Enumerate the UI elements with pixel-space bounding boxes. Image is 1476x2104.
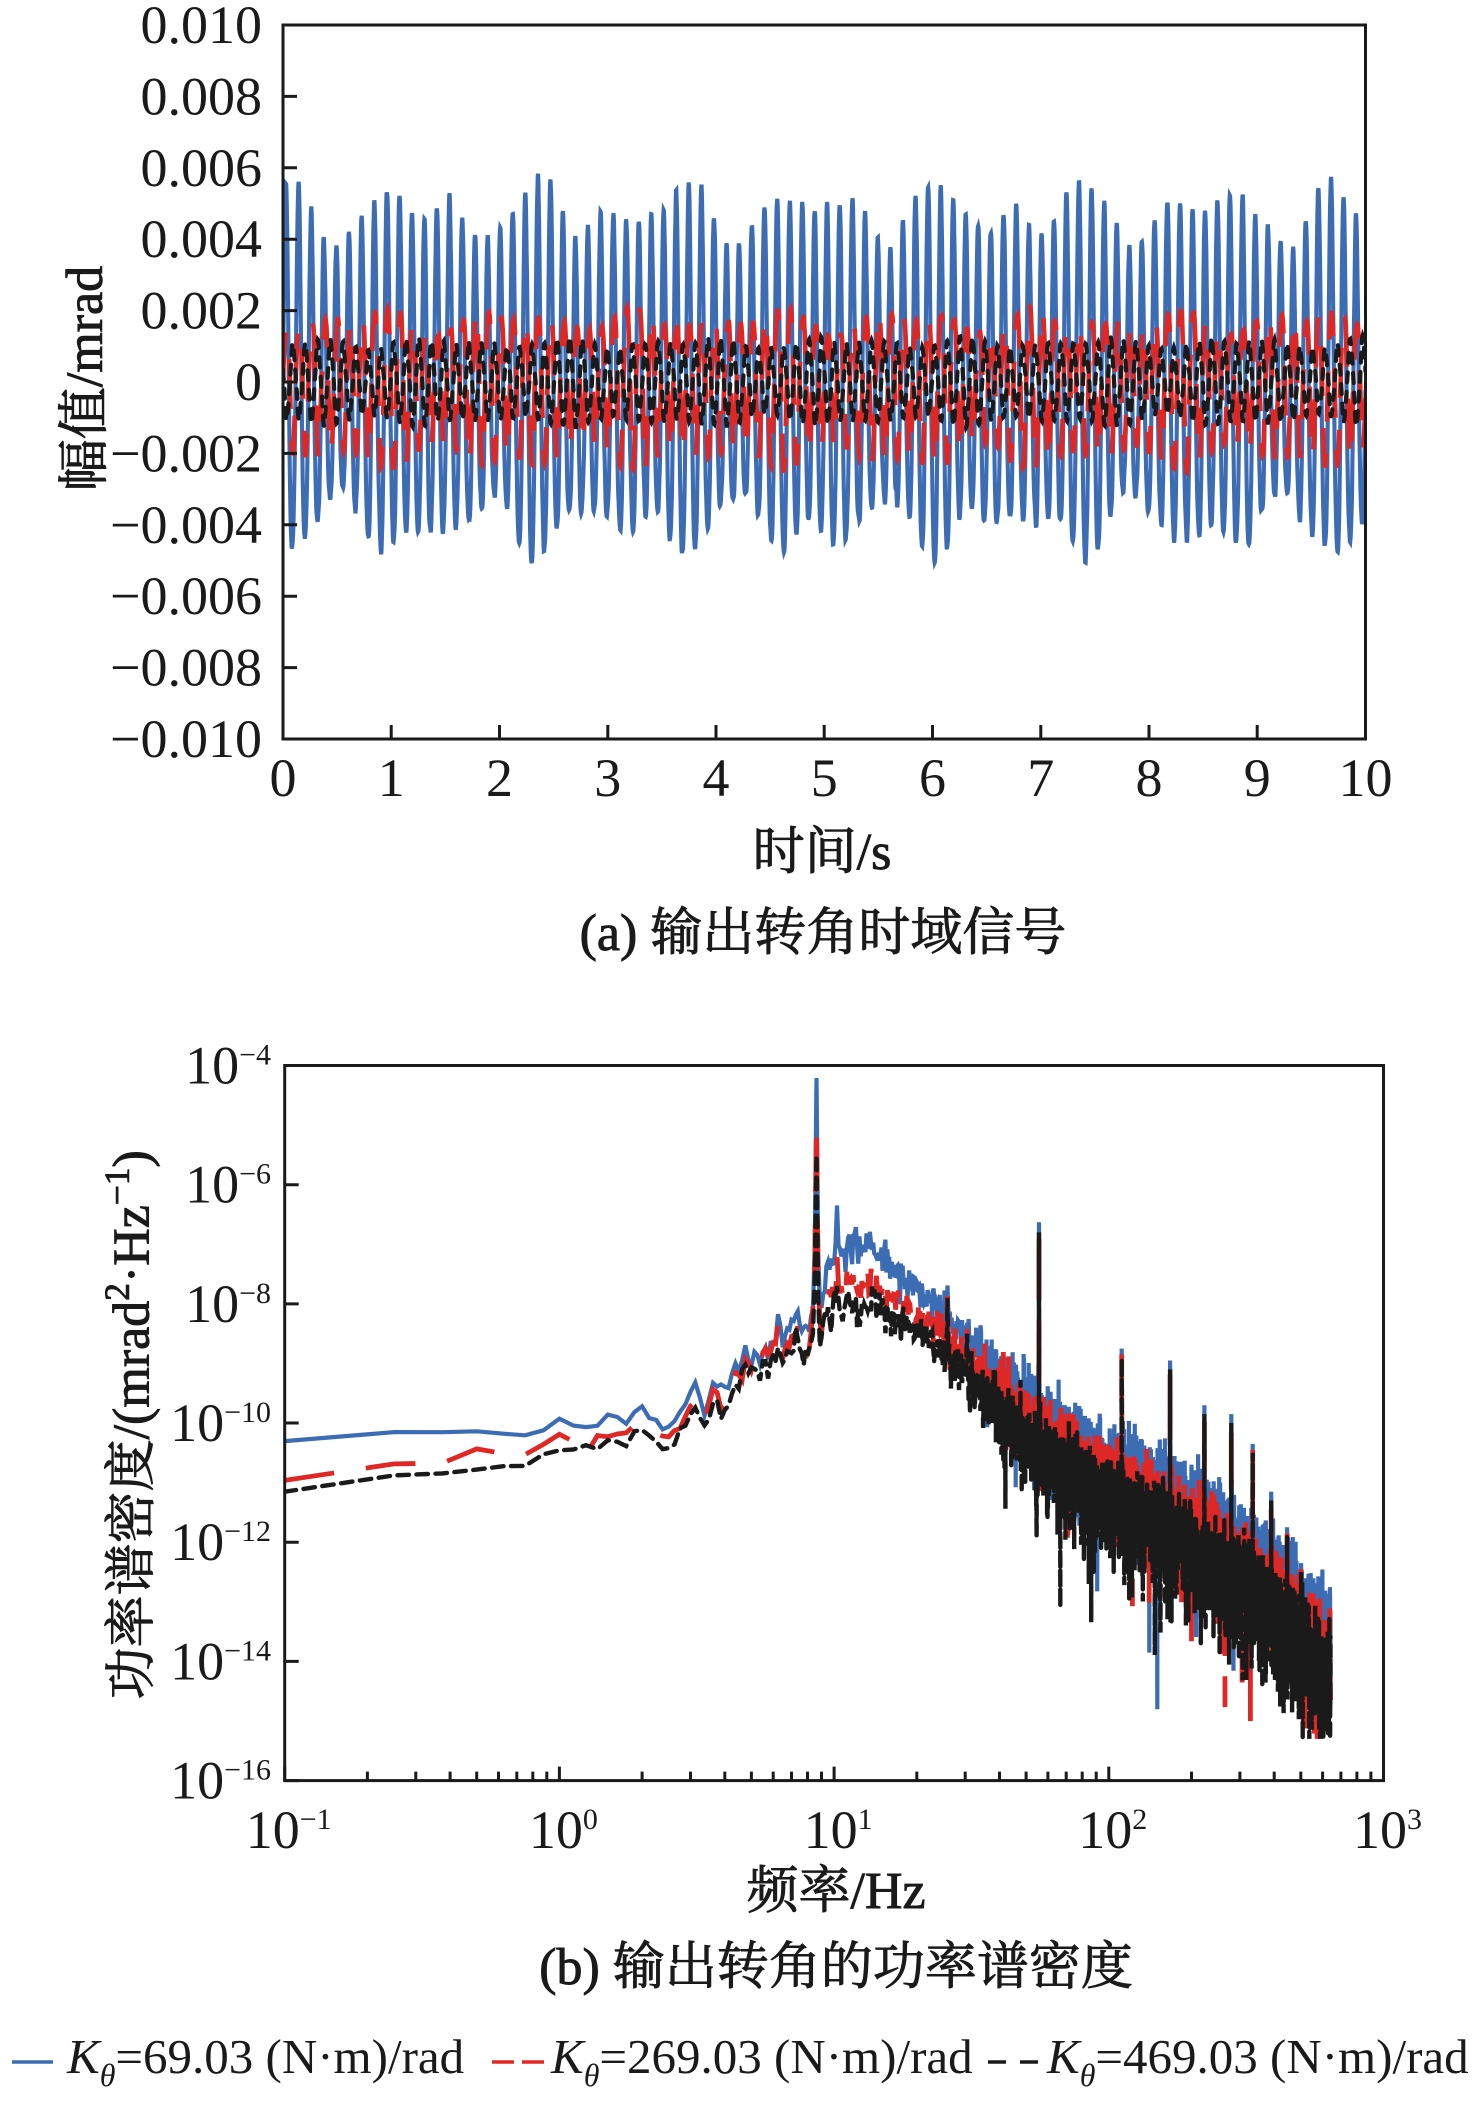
svg-text:0.002: 0.002 xyxy=(141,281,263,341)
svg-text:2: 2 xyxy=(486,748,513,808)
svg-text:0.008: 0.008 xyxy=(141,66,263,126)
svg-text:10−8: 10−8 xyxy=(185,1274,271,1334)
svg-text:0.006: 0.006 xyxy=(141,138,263,198)
svg-text:1: 1 xyxy=(378,748,405,808)
svg-text:9: 9 xyxy=(1244,748,1271,808)
svg-text:100: 100 xyxy=(529,1800,598,1860)
svg-text:6: 6 xyxy=(919,748,946,808)
svg-text:0.010: 0.010 xyxy=(141,0,263,55)
svg-text:102: 102 xyxy=(1078,1800,1147,1860)
svg-text:−0.006: −0.006 xyxy=(110,566,262,626)
svg-text:−0.002: −0.002 xyxy=(110,423,262,483)
svg-text:−0.008: −0.008 xyxy=(110,638,262,698)
svg-text:10−12: 10−12 xyxy=(170,1512,271,1572)
svg-text:−0.010: −0.010 xyxy=(110,709,262,769)
svg-text:Kθ=69.03 (N·m)/rad: Kθ=69.03 (N·m)/rad xyxy=(66,2029,464,2093)
svg-text:7: 7 xyxy=(1027,748,1054,808)
svg-text:103: 103 xyxy=(1353,1800,1422,1860)
svg-text:5: 5 xyxy=(811,748,838,808)
svg-text:4: 4 xyxy=(703,748,730,808)
svg-text:0.004: 0.004 xyxy=(141,209,263,269)
svg-text:−0.004: −0.004 xyxy=(110,495,262,555)
svg-text:0: 0 xyxy=(235,352,262,412)
svg-text:Kθ=269.03 (N·m)/rad: Kθ=269.03 (N·m)/rad xyxy=(550,2029,973,2093)
svg-text:Kθ=469.03 (N·m)/rad: Kθ=469.03 (N·m)/rad xyxy=(1046,2029,1469,2093)
svg-text:10: 10 xyxy=(1339,748,1393,808)
svg-text:10−4: 10−4 xyxy=(185,1036,271,1096)
svg-text:101: 101 xyxy=(804,1800,873,1860)
svg-text:10−6: 10−6 xyxy=(185,1155,271,1215)
svg-text:0: 0 xyxy=(270,748,297,808)
svg-text:10−1: 10−1 xyxy=(246,1800,332,1860)
svg-text:10−10: 10−10 xyxy=(170,1393,271,1453)
svg-text:10−14: 10−14 xyxy=(170,1631,271,1691)
svg-text:8: 8 xyxy=(1136,748,1163,808)
svg-text:3: 3 xyxy=(594,748,621,808)
